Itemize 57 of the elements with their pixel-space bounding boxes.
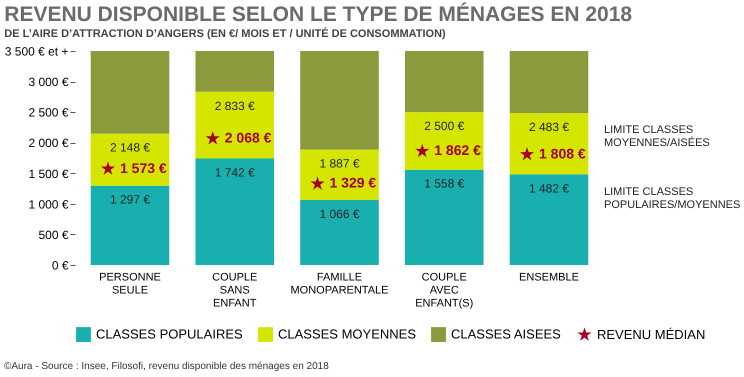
y-tick-label: 2 500 € [28,106,69,120]
bar [404,51,484,112]
bar [90,134,170,186]
text: ©Aura - Source : Insee, Filosofi, revenu disponible des ménages en 2018 [4,361,329,372]
bar [195,158,274,265]
x-tick-label: ENSEMBLE [519,272,579,284]
bar [510,174,588,265]
bar [510,51,588,114]
bar [300,150,379,200]
chart-subtitle: DE L’AIRE D’ATTRACTION D’ANGERS (EN €/ MOIS ET / UNITÉ DE CONSOMMATION) [4,27,446,40]
bar [90,51,170,134]
x-tick-label: COUPLE AVEC ENFANT(S) [415,272,474,310]
bar [300,51,379,150]
y-tick-label: 3 000 € [28,75,69,90]
annotation: 1 887 € [319,156,360,171]
chart-title: REVENU DISPONIBLE SELON LE TYPE DE MÉNAGES EN 2018 [4,2,632,26]
bar [195,51,274,92]
legend-label: CLASSES AISEES [451,326,562,342]
y-tick-label: 0 € [52,258,69,272]
data-label: 1 558 € [424,176,465,191]
data-label: 1 862 € [434,142,482,158]
x-tick-label: FAMILLE MONOPARENTALE [290,272,388,296]
bar [404,112,484,170]
data-label: 2 068 € [224,130,272,146]
y-tick-label: 2 000 € [28,136,69,150]
point [415,144,430,158]
x-tick-label: PERSONNE SEULE [99,272,161,296]
point [100,161,116,175]
data-label: 1 482 € [528,181,570,196]
data-label: 1 329 € [330,174,376,191]
point [310,176,325,190]
y-tick-label: 1 500 € [28,166,69,181]
point [520,147,534,160]
y-tick-label: 3 500 € et + [4,44,68,58]
legend-label: CLASSES POPULAIRES [96,326,243,342]
text: LIMITE CLASSES MOYENNES/AISÉES [604,124,711,150]
annotation: 2 833 € [214,98,256,113]
point [206,131,220,145]
legend-label: CLASSES MOYENNES [278,326,416,342]
bar [195,92,274,158]
data-label: 1 808 € [539,145,586,162]
annotation: 2 148 € [110,140,150,155]
bar [300,200,379,265]
text: LIMITE CLASSES POPULAIRES/MOYENNES [604,186,740,212]
y-tick-label: 1 000 € [28,197,69,212]
annotation: 2 483 € [528,120,570,134]
legend-label: REVENU MÉDIAN [597,326,706,342]
data-label: 1 742 € [214,165,256,180]
data-label: 1 573 € [120,160,167,176]
bar [510,113,588,174]
data-label: 1 297 € [110,192,150,207]
y-tick-label: 500 € [38,228,69,242]
bar [90,186,170,265]
annotation: 2 500 € [424,119,465,134]
data-label: 1 066 € [319,206,360,221]
x-tick-label: COUPLE SANS ENFANT [212,272,258,310]
bar [404,170,484,265]
